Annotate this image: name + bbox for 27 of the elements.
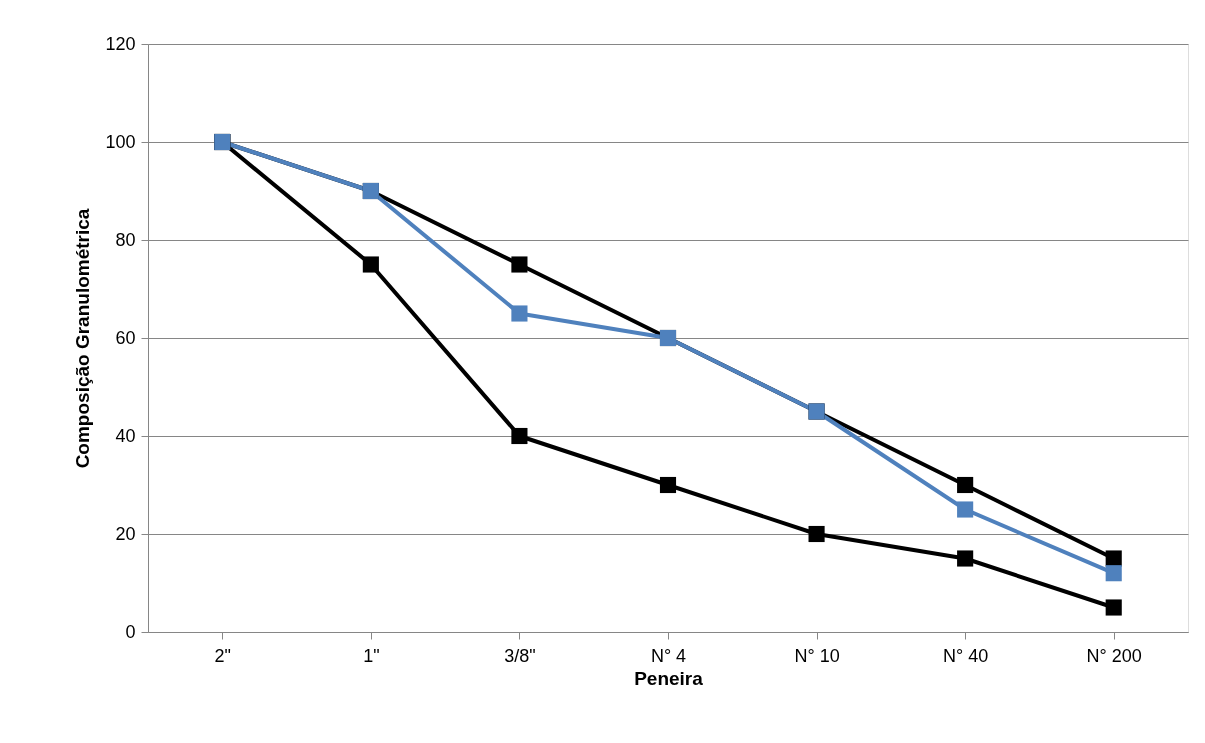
point	[808, 525, 825, 543]
x-tick-label: 3/8"	[504, 645, 536, 666]
point	[362, 256, 379, 273]
point	[1105, 565, 1122, 582]
point	[659, 476, 677, 494]
point	[957, 476, 974, 494]
point	[511, 256, 528, 273]
point	[511, 427, 528, 445]
x-tick-label: N° 4	[650, 645, 687, 666]
point	[511, 305, 528, 322]
point	[957, 501, 974, 518]
y-tick-label: 40	[115, 425, 136, 446]
x-tick-label: N° 40	[943, 645, 989, 666]
y-tick-label: 0	[125, 621, 136, 642]
point	[1105, 599, 1122, 616]
x-tick-label: 1"	[363, 645, 380, 666]
x-tick-label: 2"	[214, 645, 231, 666]
y-axis-title: Composição Granulométrica	[72, 208, 94, 469]
y-tick-label: 120	[105, 33, 136, 54]
y-tick-label: 20	[115, 523, 136, 544]
x-tick-label: N° 200	[1086, 645, 1142, 666]
x-axis-title: Peneira	[634, 667, 704, 689]
y-tick-label: 60	[115, 327, 136, 348]
point	[957, 550, 974, 567]
y-tick-label: 100	[105, 131, 136, 152]
y-tick-label: 80	[115, 229, 136, 250]
x-tick-label: N° 10	[794, 645, 840, 666]
